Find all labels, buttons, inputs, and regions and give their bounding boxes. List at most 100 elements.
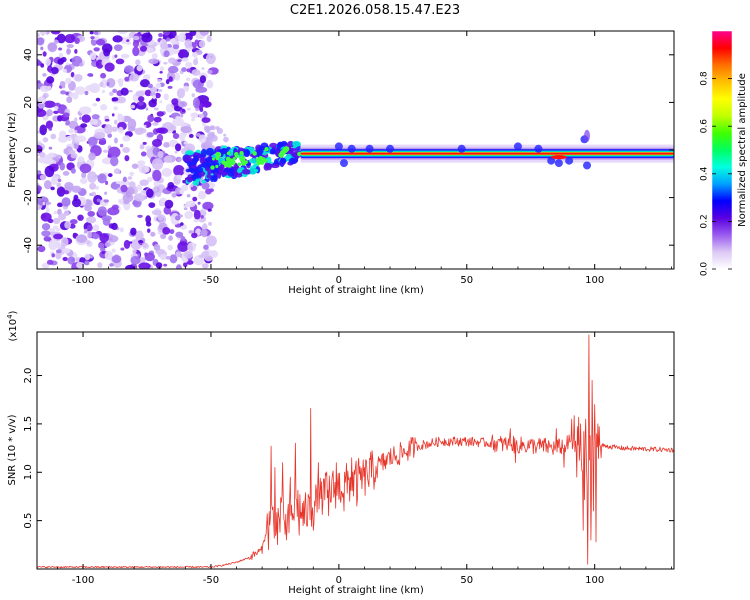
noise-blob <box>199 75 207 84</box>
x-tick-label: 50 <box>460 575 473 586</box>
noise-blob <box>41 223 51 231</box>
noise-blob <box>90 36 95 40</box>
signal-blob <box>220 148 228 155</box>
noise-blob <box>151 209 162 216</box>
noise-blob <box>120 53 130 59</box>
noise-blob <box>104 118 110 122</box>
snr-scale-base: (x10 <box>8 319 19 342</box>
noise-blob <box>104 191 108 195</box>
signal-blob <box>187 161 193 167</box>
noise-blob <box>95 97 101 102</box>
noise-blob <box>138 100 144 106</box>
noise-blob <box>74 37 80 45</box>
noise-blob <box>175 251 181 258</box>
x-tick-label: -100 <box>72 575 95 586</box>
noise-blob <box>104 250 113 261</box>
noise-blob <box>37 59 41 67</box>
noise-blob <box>130 227 137 236</box>
noise-blob <box>111 126 118 132</box>
noise-blob <box>73 143 79 150</box>
x-tick-label: 0 <box>336 275 342 286</box>
noise-blob <box>163 93 169 101</box>
noise-blob <box>205 136 209 140</box>
noise-blob <box>71 198 82 208</box>
snr-frame <box>36 331 675 570</box>
noise-blob <box>201 181 210 190</box>
noise-blob <box>202 201 214 211</box>
noise-blob <box>199 31 209 36</box>
noise-blob <box>120 247 125 251</box>
noise-blob <box>37 156 50 164</box>
noise-blob <box>152 121 159 126</box>
noise-blob <box>206 140 210 145</box>
noise-blob <box>116 96 126 104</box>
noise-blob <box>147 83 153 89</box>
noise-blob <box>60 90 67 95</box>
noise-blob <box>92 224 100 232</box>
noise-blob <box>106 81 110 87</box>
noise-blob <box>191 232 198 239</box>
noise-blob <box>89 192 93 197</box>
noise-blob <box>103 48 111 57</box>
noise-blob <box>42 73 47 77</box>
noise-blob <box>49 70 53 74</box>
signal-band-layer <box>300 152 674 155</box>
signal-blob <box>210 165 215 170</box>
noise-blob <box>70 71 75 78</box>
signal-blob <box>547 156 556 165</box>
noise-blob <box>111 222 118 231</box>
noise-blob <box>39 31 47 35</box>
noise-blob <box>120 87 129 96</box>
signal-blob <box>269 148 276 155</box>
noise-blob <box>57 178 62 183</box>
colorbar-tick-label: 0.6 <box>700 119 710 134</box>
noise-blob <box>148 202 156 208</box>
noise-blob <box>113 137 118 144</box>
y-tick-label: 0 <box>23 147 34 153</box>
noise-blob <box>81 114 91 123</box>
noise-blob <box>101 89 106 94</box>
noise-blob <box>167 31 177 39</box>
noise-blob <box>117 31 128 35</box>
noise-blob <box>145 107 149 111</box>
signal-blob <box>223 163 229 168</box>
noise-blob <box>198 134 207 144</box>
noise-blob <box>151 97 157 104</box>
noise-blob <box>125 264 136 269</box>
noise-blob <box>177 157 182 163</box>
noise-blob <box>69 219 78 225</box>
noise-blob <box>208 221 213 226</box>
noise-blob <box>107 173 113 178</box>
noise-blob <box>41 262 50 269</box>
noise-blob <box>79 116 82 121</box>
noise-blob <box>96 198 101 203</box>
noise-blob <box>107 133 113 138</box>
noise-blob <box>155 127 166 134</box>
noise-blob <box>89 52 97 61</box>
noise-blob <box>167 65 179 74</box>
y-tick-label: 1.0 <box>23 464 34 480</box>
noise-blob <box>198 40 206 48</box>
noise-blob <box>84 253 91 261</box>
noise-blob <box>100 104 108 111</box>
signal-blob <box>227 168 236 177</box>
noise-blob <box>155 191 162 197</box>
noise-blob <box>124 76 130 82</box>
snr-scale-exp: 4 <box>6 314 14 319</box>
noise-blob <box>107 235 119 243</box>
noise-blob <box>185 61 193 68</box>
noise-blob <box>40 63 45 68</box>
signal-blob <box>212 174 218 181</box>
noise-blob <box>143 124 147 128</box>
noise-blob <box>160 42 169 50</box>
noise-blob <box>146 47 155 54</box>
noise-blob <box>129 73 140 82</box>
noise-blob <box>146 176 153 183</box>
snr-panel: -100 -50 0 50 100 0.5 1.0 1.5 2.0 Height of stra… <box>6 310 675 596</box>
x-tick-label: -50 <box>203 575 219 586</box>
noise-blob <box>180 222 184 226</box>
noise-blob <box>127 118 137 130</box>
signal-blob <box>241 168 251 175</box>
noise-blob <box>115 58 125 65</box>
colorbar-frame <box>711 30 733 270</box>
